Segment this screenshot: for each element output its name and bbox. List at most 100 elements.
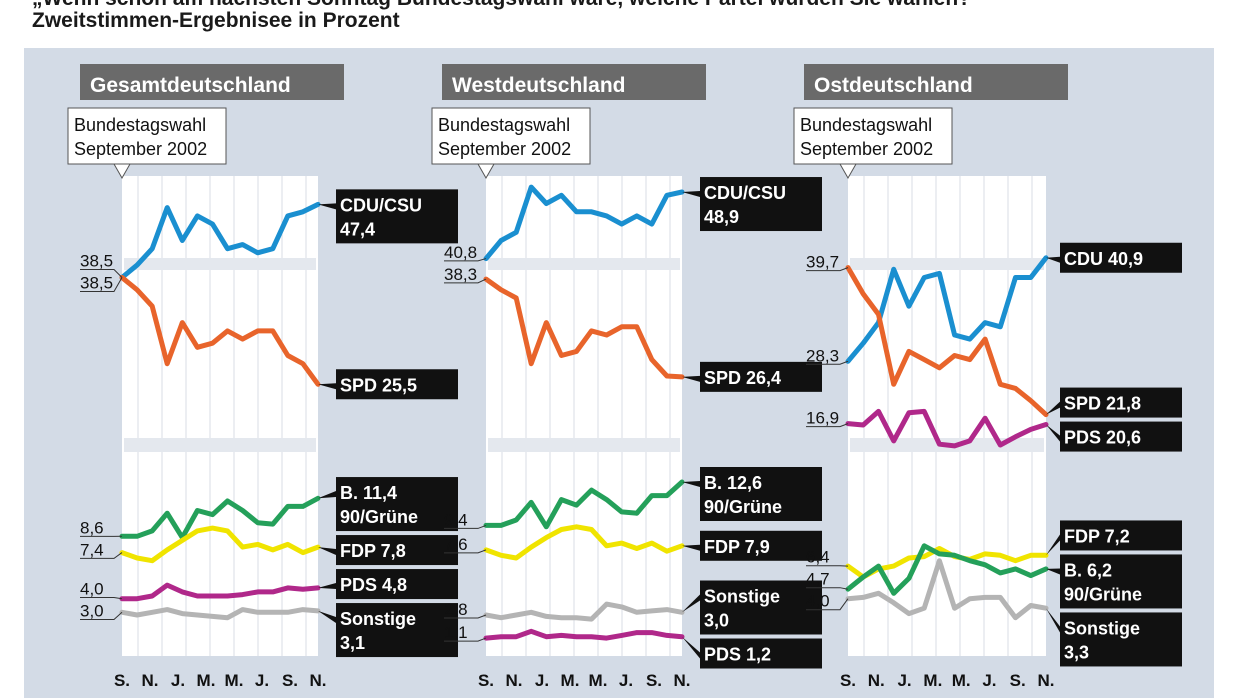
x-tick-label: J.	[897, 671, 911, 690]
end-label-text: FDP 7,2	[1064, 526, 1130, 546]
series-line-cdu-csu	[119, 201, 321, 280]
x-tick-label: N.	[868, 671, 885, 690]
end-label-box-fdp	[700, 530, 822, 561]
end-label-pointer	[318, 491, 336, 499]
end-label-box-sonstige	[700, 580, 822, 635]
start-leader	[444, 614, 487, 619]
start-leader	[806, 360, 849, 365]
end-label-pointer	[1046, 401, 1060, 415]
end-label-text: 47,4	[340, 219, 375, 239]
x-tick-label: J.	[619, 671, 633, 690]
x-tick-label: S.	[1010, 671, 1026, 690]
end-label-text: B. 11,4	[340, 483, 397, 503]
start-value-label: 40,8	[444, 243, 477, 262]
end-label-text: PDS 1,2	[704, 645, 771, 665]
end-label-text: FDP 7,8	[340, 541, 406, 561]
end-label-box-pds	[1060, 421, 1182, 452]
start-leader	[444, 278, 487, 284]
start-value-label: 38,5	[80, 251, 113, 270]
callout-text: September 2002	[800, 139, 933, 159]
end-label-pointer	[1046, 424, 1060, 442]
start-value-label: 39,7	[806, 253, 839, 272]
axis-break	[488, 438, 680, 452]
chart-header	[804, 64, 1068, 100]
end-label-box-sonstige	[1060, 612, 1182, 667]
x-tick-label: N.	[506, 671, 523, 690]
end-label-box-fdp	[336, 535, 458, 566]
x-tick-label: M.	[225, 671, 244, 690]
callout-text: Bundestagswahl	[438, 115, 570, 135]
end-label-pointer	[318, 547, 336, 556]
end-label-box-spd	[1060, 387, 1182, 418]
series-line-b-90-gr-ne	[845, 543, 1049, 596]
series-line-cdu	[845, 255, 1049, 364]
end-label-box-pds	[700, 638, 822, 669]
x-tick-label: N.	[310, 671, 327, 690]
end-label-box-cdu-csu	[700, 177, 822, 232]
chart-title: Westdeutschland	[452, 74, 625, 97]
start-leader	[80, 597, 123, 600]
series-line-pds	[119, 582, 321, 602]
series-line-pds	[483, 628, 685, 641]
chart-gesamtdeutschland: Gesamtdeutschland Bundestagswahl September…	[67, 64, 458, 690]
axis-break	[124, 258, 316, 270]
chart-title: Ostdeutschland	[814, 74, 973, 97]
end-label-box-b-90-gr-ne	[1060, 554, 1182, 609]
start-leader	[806, 267, 849, 272]
start-leader	[80, 552, 123, 559]
end-label-text: 90/Grüne	[340, 507, 418, 527]
start-value-label: 3,0	[80, 602, 104, 621]
end-label-text: SPD 21,8	[1064, 394, 1141, 414]
start-value-label: 7,6	[444, 535, 468, 554]
chart-heading: „Wenn schon am nächsten Sonntag Bundesta…	[24, 0, 1214, 38]
x-tick-label: M.	[197, 671, 216, 690]
heading-question: „Wenn schon am nächsten Sonntag Bundesta…	[32, 0, 971, 11]
end-label-box-b-90-gr-ne	[336, 477, 458, 532]
start-value-label: 38,5	[80, 273, 113, 292]
end-label-pointer	[682, 636, 700, 659]
callout-pointer	[477, 163, 495, 180]
series-line-sonstige	[845, 558, 1049, 621]
chart-header	[442, 64, 706, 100]
start-leader	[444, 637, 487, 642]
start-value-label: 2,8	[444, 600, 468, 619]
end-label-text: B. 6,2	[1064, 560, 1112, 580]
start-leader	[806, 423, 849, 428]
start-leader	[806, 598, 849, 611]
start-value-label: 28,3	[806, 346, 839, 365]
series-line-fdp	[119, 525, 321, 564]
callout-text: September 2002	[438, 139, 571, 159]
end-label-text: 90/Grüne	[1064, 584, 1142, 604]
x-tick-label: J.	[535, 671, 549, 690]
end-label-box-sonstige	[336, 603, 458, 658]
start-leader	[80, 277, 123, 292]
end-label-text: CDU/CSU	[704, 183, 786, 203]
election-callout	[793, 107, 953, 165]
start-value-label: 6,4	[806, 548, 830, 567]
series-line-fdp	[483, 524, 685, 561]
end-label-text: SPD 26,4	[704, 368, 781, 388]
series-line-pds	[845, 408, 1049, 449]
end-label-pointer	[318, 203, 336, 210]
axis-break	[850, 258, 1044, 270]
end-label-pointer	[318, 583, 336, 590]
series-line-sonstige	[119, 607, 321, 621]
end-label-text: Sonstige	[704, 587, 780, 607]
end-label-text: Sonstige	[1064, 618, 1140, 638]
series-line-spd	[845, 265, 1049, 418]
end-label-text: 48,9	[704, 207, 739, 227]
x-tick-label: N.	[1038, 671, 1055, 690]
end-label-text: 3,3	[1064, 642, 1089, 662]
x-tick-label: M.	[561, 671, 580, 690]
end-label-box-spd	[336, 369, 458, 400]
x-tick-label: N.	[142, 671, 159, 690]
end-label-pointer	[318, 610, 336, 624]
x-tick-label: M.	[923, 671, 942, 690]
end-label-text: 90/Grüne	[704, 497, 782, 517]
start-value-label: 9,4	[444, 510, 468, 529]
callout-text: September 2002	[74, 139, 207, 159]
callout-pointer	[113, 163, 131, 180]
end-label-pointer	[1046, 568, 1060, 575]
heading-subtitle: Zweitstimmen-Ergebnisee in Prozent	[32, 9, 400, 32]
